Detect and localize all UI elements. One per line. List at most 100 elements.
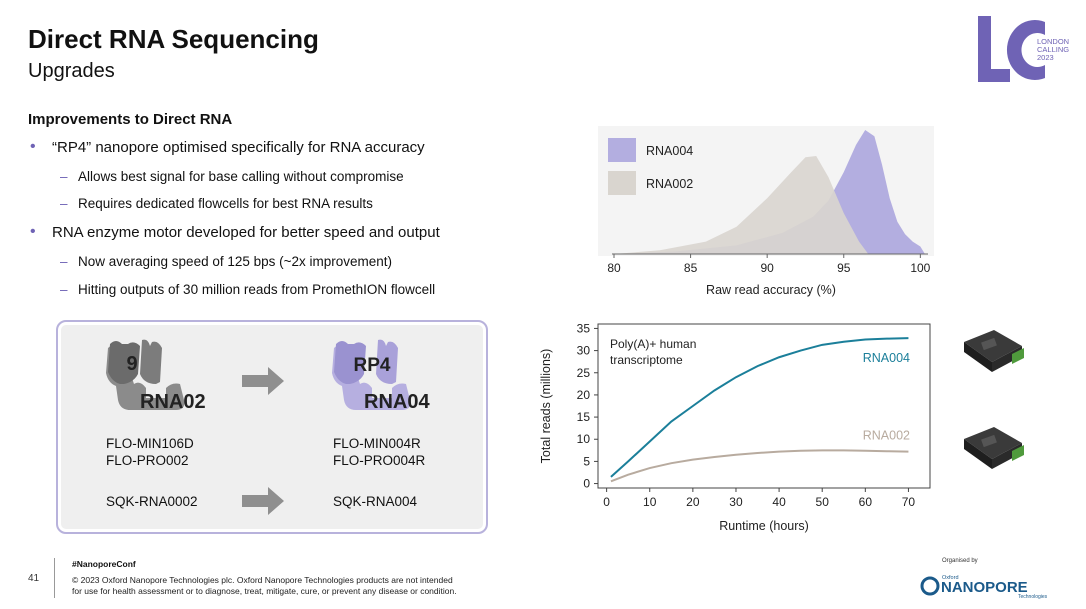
- reads-line-rna002: [610, 449, 909, 483]
- nanopore-logo: Oxford NANOPORE Technologies: [920, 575, 1048, 600]
- accuracy-legend-label-rna002: RNA002: [646, 177, 693, 191]
- reads-plot-frame: [597, 323, 931, 489]
- dash-icon: –: [60, 282, 68, 297]
- bullet-1: • “RP4” nanopore optimised specifically …: [30, 138, 425, 156]
- bullet-dot-icon: •: [30, 223, 36, 240]
- accuracy-x-tick-label: 85: [684, 261, 698, 275]
- accuracy-x-tick-label: 95: [837, 261, 851, 275]
- device-window: [981, 337, 997, 351]
- reads-x-tick-label: 70: [902, 495, 916, 509]
- device-side-right: [992, 346, 1022, 372]
- rna02-kit-label: RNA02: [140, 391, 206, 413]
- london-calling-logo: LONDON CALLING 2023: [978, 16, 1069, 82]
- reads-x-tick-label: 0: [603, 495, 610, 509]
- reads-x-axis-label: Runtime (hours): [719, 519, 809, 533]
- page-title: Direct RNA Sequencing: [28, 24, 319, 54]
- rna02-pore-lobe-right: [140, 339, 162, 384]
- upgrade-arrow-shape: [242, 487, 284, 515]
- new-sqk: SQK-RNA004: [333, 494, 418, 509]
- reads-x-tick-label: 10: [643, 495, 657, 509]
- sub-bullet-2-2-text: Hitting outputs of 30 million reads from…: [78, 282, 436, 297]
- rna04-kit-label: RNA04: [364, 391, 430, 413]
- device-connector: [1012, 445, 1024, 461]
- nanopore-logo-sub: Technologies: [1018, 594, 1048, 600]
- nanopore-logo-small: Oxford: [942, 575, 959, 581]
- upgrade-arrow-icon: [242, 367, 284, 395]
- reads-series-label-rna002: RNA002: [863, 429, 910, 443]
- dash-icon: –: [60, 169, 68, 184]
- device-side-left: [964, 439, 992, 469]
- reads-y-tick-label: 0: [583, 477, 590, 491]
- reads-y-tick-label: 30: [577, 344, 591, 358]
- logo-l-vertical: [978, 16, 991, 82]
- bullet-2: • RNA enzyme motor developed for better …: [30, 223, 440, 241]
- reads-chart: 0 5 10 15 20 25 30 35 0 10 20 30 40 50 60 70 Runtime (ho…: [539, 321, 931, 533]
- accuracy-legend-label-rna004: RNA004: [646, 144, 693, 158]
- accuracy-chart: 80 85 90 95 100 Raw read accuracy (%) RNA004 RN…: [598, 126, 934, 297]
- reads-x-tick-label: 60: [859, 495, 873, 509]
- logo-line-3: 2023: [1037, 53, 1054, 62]
- device-window: [981, 434, 997, 448]
- accuracy-x-tick-label: 90: [760, 261, 774, 275]
- rna02-pore-graphic: 9 RNA02: [106, 339, 206, 413]
- device-side-right: [992, 443, 1022, 469]
- reads-x-tick-label: 50: [816, 495, 830, 509]
- reads-y-tick-label: 5: [583, 454, 590, 468]
- reads-y-tick-label: 10: [577, 432, 591, 446]
- page-subtitle: Upgrades: [28, 60, 115, 82]
- flowcell-device-image-rna002: [964, 427, 1024, 469]
- flowcell-device-image-rna004: [964, 330, 1024, 372]
- footer-divider: [54, 558, 55, 598]
- footer-hashtag: #NanoporeConf: [72, 559, 136, 569]
- old-flowcell-1: FLO-MIN106D: [106, 436, 194, 451]
- page-number: 41: [28, 573, 40, 584]
- section-heading: Improvements to Direct RNA: [28, 111, 233, 128]
- dash-icon: –: [60, 196, 68, 211]
- accuracy-x-tick-label: 100: [910, 261, 930, 275]
- reads-x-tick-label: 20: [686, 495, 700, 509]
- rna02-pore-label: 9: [126, 353, 137, 375]
- device-connector: [1012, 348, 1024, 364]
- rna04-pore-graphic: RP4 RNA04: [332, 339, 430, 413]
- bullet-2-text: RNA enzyme motor developed for better sp…: [52, 224, 440, 241]
- organised-by-label: Organised by: [942, 558, 978, 564]
- reads-annotation-line-2: transcriptome: [610, 353, 683, 367]
- new-flowcell-1: FLO-MIN004R: [333, 436, 421, 451]
- sub-bullet-2-1: – Now averaging speed of 125 bps (~2x im…: [60, 254, 393, 269]
- sub-bullet-1-2: – Requires dedicated flowcells for best …: [60, 196, 373, 211]
- accuracy-area-rna002: [614, 156, 869, 254]
- footer-copyright: © 2023 Oxford Nanopore Technologies plc.…: [72, 575, 522, 597]
- reads-line-rna004: [610, 337, 909, 478]
- sub-bullet-2-2: – Hitting outputs of 30 million reads fr…: [60, 282, 436, 297]
- rna02-pore-lobe: [108, 341, 140, 384]
- accuracy-x-axis-label: Raw read accuracy (%): [706, 283, 836, 297]
- rna04-pore-label: RP4: [354, 355, 391, 376]
- footer-copyright-line-2: for use for health assessment or to diag…: [72, 586, 457, 596]
- old-flowcell-2: FLO-PRO002: [106, 453, 189, 468]
- sub-bullet-1-1: – Allows best signal for base calling wi…: [60, 169, 404, 184]
- sub-bullet-2-1-text: Now averaging speed of 125 bps (~2x impr…: [78, 254, 393, 269]
- bullet-dot-icon: •: [30, 138, 36, 155]
- logo-l-foot: [978, 69, 1010, 82]
- accuracy-legend-swatch-rna004: [608, 138, 636, 162]
- reads-x-tick-label: 30: [729, 495, 743, 509]
- dash-icon: –: [60, 254, 68, 269]
- accuracy-x-tick-label: 80: [607, 261, 621, 275]
- nanopore-logo-text: NANOPORE: [941, 579, 1028, 596]
- upgrade-arrow-icon: [242, 487, 284, 515]
- logo-line-2: CALLING: [1037, 45, 1069, 54]
- rna04-pore-lobe-right: [376, 339, 398, 384]
- reads-annotation-line-1: Poly(A)+ human: [610, 337, 696, 351]
- reads-series-label-rna004: RNA004: [863, 351, 910, 365]
- nanopore-logo-ring: [920, 576, 940, 596]
- reads-y-tick-label: 15: [577, 410, 591, 424]
- device-side-left: [964, 342, 992, 372]
- new-flowcell-2: FLO-PRO004R: [333, 453, 426, 468]
- new-flowcells: FLO-MIN004R FLO-PRO004R: [333, 435, 425, 469]
- bullet-1-text: “RP4” nanopore optimised specifically fo…: [52, 139, 425, 156]
- footer-copyright-line-1: © 2023 Oxford Nanopore Technologies plc.…: [72, 575, 453, 585]
- sub-bullet-1-2-text: Requires dedicated flowcells for best RN…: [78, 196, 373, 211]
- old-flowcells: FLO-MIN106D FLO-PRO002: [106, 435, 194, 469]
- logo-c: [1006, 20, 1045, 81]
- upgrade-arrow-shape: [242, 367, 284, 395]
